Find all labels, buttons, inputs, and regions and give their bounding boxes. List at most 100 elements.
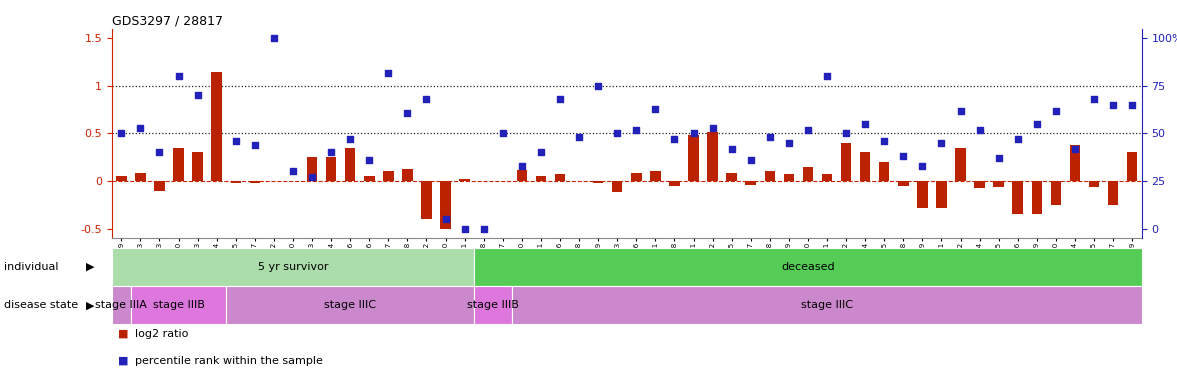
Bar <box>512 286 1142 324</box>
Bar <box>670 181 679 186</box>
Point <box>1065 146 1084 152</box>
Point <box>532 149 551 156</box>
Point <box>742 157 760 163</box>
Text: individual: individual <box>4 262 58 272</box>
Point <box>398 109 417 116</box>
Point <box>246 142 265 148</box>
Point <box>265 35 284 41</box>
Bar <box>726 174 737 181</box>
Bar <box>474 286 512 324</box>
Bar <box>403 169 413 181</box>
Bar <box>212 71 222 181</box>
Bar <box>192 152 202 181</box>
Point <box>188 92 207 98</box>
Text: GDS3297 / 28817: GDS3297 / 28817 <box>112 15 222 28</box>
Point <box>856 121 875 127</box>
Bar <box>1089 181 1099 187</box>
Bar <box>784 174 794 181</box>
Bar <box>421 181 432 219</box>
Bar <box>612 181 623 192</box>
Bar <box>860 152 871 181</box>
Text: stage IIIC: stage IIIC <box>802 300 853 310</box>
Bar <box>1031 181 1042 214</box>
Point <box>588 83 607 89</box>
Text: log2 ratio: log2 ratio <box>135 329 188 339</box>
Point <box>1009 136 1028 142</box>
Bar <box>956 148 966 181</box>
Text: stage IIIC: stage IIIC <box>324 300 377 310</box>
Bar <box>936 181 946 208</box>
Point <box>932 140 951 146</box>
Point <box>455 225 474 232</box>
Point <box>1104 102 1123 108</box>
Point <box>570 134 588 140</box>
Bar <box>765 172 774 181</box>
Text: stage IIIB: stage IIIB <box>467 300 519 310</box>
Bar <box>822 174 832 181</box>
Point <box>226 138 245 144</box>
Bar <box>117 176 127 181</box>
Text: ■: ■ <box>118 356 128 366</box>
Point <box>970 127 989 133</box>
Bar <box>975 181 985 188</box>
Bar <box>803 167 813 181</box>
Bar <box>383 172 393 181</box>
Point <box>551 96 570 102</box>
Text: percentile rank within the sample: percentile rank within the sample <box>135 356 324 366</box>
Bar <box>1070 145 1080 181</box>
Bar <box>250 181 260 183</box>
Point <box>760 134 779 140</box>
Point <box>989 155 1008 161</box>
Bar <box>707 132 718 181</box>
Bar <box>517 170 527 181</box>
Bar <box>154 181 165 190</box>
Bar <box>879 162 890 181</box>
Point <box>607 131 626 137</box>
Bar <box>307 157 318 181</box>
Text: ■: ■ <box>118 329 128 339</box>
Point <box>417 96 435 102</box>
Point <box>1084 96 1103 102</box>
Point <box>131 125 149 131</box>
Bar <box>593 181 604 183</box>
Bar <box>554 174 565 181</box>
Bar <box>650 172 660 181</box>
Bar <box>326 157 337 181</box>
Bar <box>631 174 641 181</box>
Bar <box>745 181 756 185</box>
Point <box>684 131 703 137</box>
Point <box>512 163 531 169</box>
Text: 5 yr survivor: 5 yr survivor <box>258 262 328 272</box>
Point <box>1028 121 1046 127</box>
Point <box>837 131 856 137</box>
Bar <box>131 286 226 324</box>
Bar <box>1051 181 1062 205</box>
Text: ▶: ▶ <box>86 262 94 272</box>
Bar <box>345 148 355 181</box>
Point <box>169 73 188 79</box>
Point <box>627 127 646 133</box>
Point <box>360 157 379 163</box>
Bar <box>459 179 470 181</box>
Bar <box>364 176 374 181</box>
Point <box>379 70 398 76</box>
Bar <box>898 181 909 186</box>
Point <box>893 153 912 159</box>
Point <box>493 131 512 137</box>
Bar <box>135 174 146 181</box>
Point <box>474 225 493 232</box>
Bar <box>536 176 546 181</box>
Bar <box>1012 181 1023 214</box>
Point <box>302 174 321 180</box>
Point <box>913 163 932 169</box>
Bar <box>474 248 1142 286</box>
Point <box>341 136 360 142</box>
Text: stage IIIB: stage IIIB <box>153 300 205 310</box>
Point <box>646 106 665 112</box>
Text: disease state: disease state <box>4 300 78 310</box>
Point <box>321 149 340 156</box>
Bar <box>112 248 474 286</box>
Bar <box>993 181 1004 187</box>
Point <box>798 127 817 133</box>
Bar <box>440 181 451 228</box>
